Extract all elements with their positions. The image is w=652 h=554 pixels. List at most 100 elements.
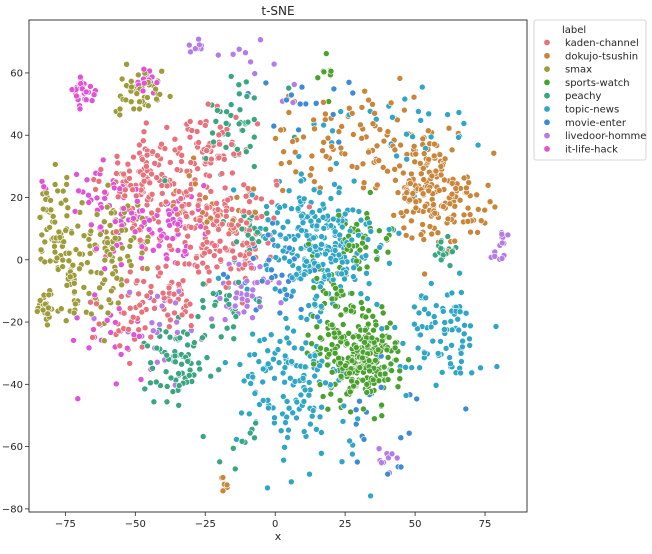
data-point xyxy=(237,217,245,224)
data-point xyxy=(246,410,253,418)
data-point xyxy=(128,83,135,91)
data-point xyxy=(277,427,285,435)
data-point xyxy=(345,79,353,86)
data-point xyxy=(68,86,76,93)
data-point xyxy=(412,204,420,212)
data-point xyxy=(184,232,191,240)
data-point xyxy=(80,284,88,291)
data-point xyxy=(448,180,456,187)
data-point xyxy=(411,320,418,328)
data-point xyxy=(99,156,107,164)
data-point xyxy=(364,295,371,302)
data-point xyxy=(289,138,296,145)
data-point xyxy=(349,89,357,97)
data-point xyxy=(341,275,348,283)
data-point xyxy=(113,228,120,235)
data-point xyxy=(227,265,235,273)
data-point xyxy=(349,333,357,341)
data-point xyxy=(394,383,402,391)
data-point xyxy=(138,308,146,316)
data-point xyxy=(365,280,373,287)
data-point xyxy=(250,255,257,262)
data-point xyxy=(123,61,130,68)
data-point xyxy=(104,181,112,189)
data-point xyxy=(279,393,287,400)
data-point xyxy=(150,327,157,335)
data-point xyxy=(47,197,54,204)
data-point xyxy=(187,322,195,329)
legend-label: movie-enter xyxy=(565,118,627,129)
data-point xyxy=(365,357,373,364)
data-point xyxy=(276,309,284,317)
data-point xyxy=(181,247,189,255)
data-point xyxy=(448,289,456,297)
data-point xyxy=(114,193,122,201)
data-point xyxy=(151,305,158,312)
data-point xyxy=(162,198,170,206)
data-point xyxy=(187,243,194,251)
data-point xyxy=(193,254,200,262)
x-axis-title: x xyxy=(275,530,282,543)
data-point xyxy=(166,323,173,331)
data-point xyxy=(462,309,470,317)
data-point xyxy=(91,291,98,299)
data-point xyxy=(228,221,235,229)
data-point xyxy=(63,181,70,188)
data-point xyxy=(504,231,512,239)
data-point xyxy=(310,186,318,193)
data-point xyxy=(187,159,195,166)
legend-marker xyxy=(543,78,551,86)
data-point xyxy=(291,378,299,385)
data-point xyxy=(329,111,337,118)
data-point xyxy=(306,171,314,179)
data-point xyxy=(400,224,408,232)
data-point xyxy=(112,319,119,326)
data-point xyxy=(101,195,108,202)
y-tick-label: 0 xyxy=(17,255,23,266)
data-point xyxy=(322,110,329,118)
data-point xyxy=(442,345,450,352)
data-point xyxy=(327,222,335,229)
data-point xyxy=(428,230,436,238)
data-point xyxy=(263,210,271,217)
data-point xyxy=(415,108,422,115)
data-point xyxy=(242,49,249,57)
data-point xyxy=(166,297,174,305)
data-point xyxy=(395,230,403,237)
data-point xyxy=(229,169,236,177)
data-point xyxy=(230,444,237,452)
data-point xyxy=(87,268,95,276)
data-point xyxy=(136,332,143,340)
data-point xyxy=(346,388,354,396)
data-point xyxy=(188,312,195,320)
data-point xyxy=(417,231,425,238)
data-point xyxy=(230,186,237,194)
data-point xyxy=(265,256,273,264)
data-point xyxy=(484,182,492,189)
data-point xyxy=(498,230,506,238)
data-point xyxy=(97,231,104,238)
data-point xyxy=(178,202,186,210)
data-point xyxy=(397,434,405,442)
data-point xyxy=(51,161,59,168)
data-point xyxy=(166,211,173,218)
data-point xyxy=(454,315,462,323)
data-point xyxy=(153,174,160,181)
data-point xyxy=(436,151,444,158)
data-point xyxy=(244,118,252,126)
data-point xyxy=(203,147,210,154)
data-point xyxy=(384,470,392,478)
data-point xyxy=(209,129,216,137)
data-point xyxy=(281,352,289,360)
data-point xyxy=(116,255,124,263)
data-point xyxy=(157,382,164,389)
data-point xyxy=(399,340,407,347)
data-point xyxy=(55,228,63,236)
data-point xyxy=(320,121,327,129)
legend-marker xyxy=(543,118,551,126)
data-point xyxy=(241,261,249,268)
data-point xyxy=(460,211,468,219)
data-point xyxy=(327,67,335,75)
data-point xyxy=(158,67,165,75)
data-point xyxy=(221,184,229,192)
